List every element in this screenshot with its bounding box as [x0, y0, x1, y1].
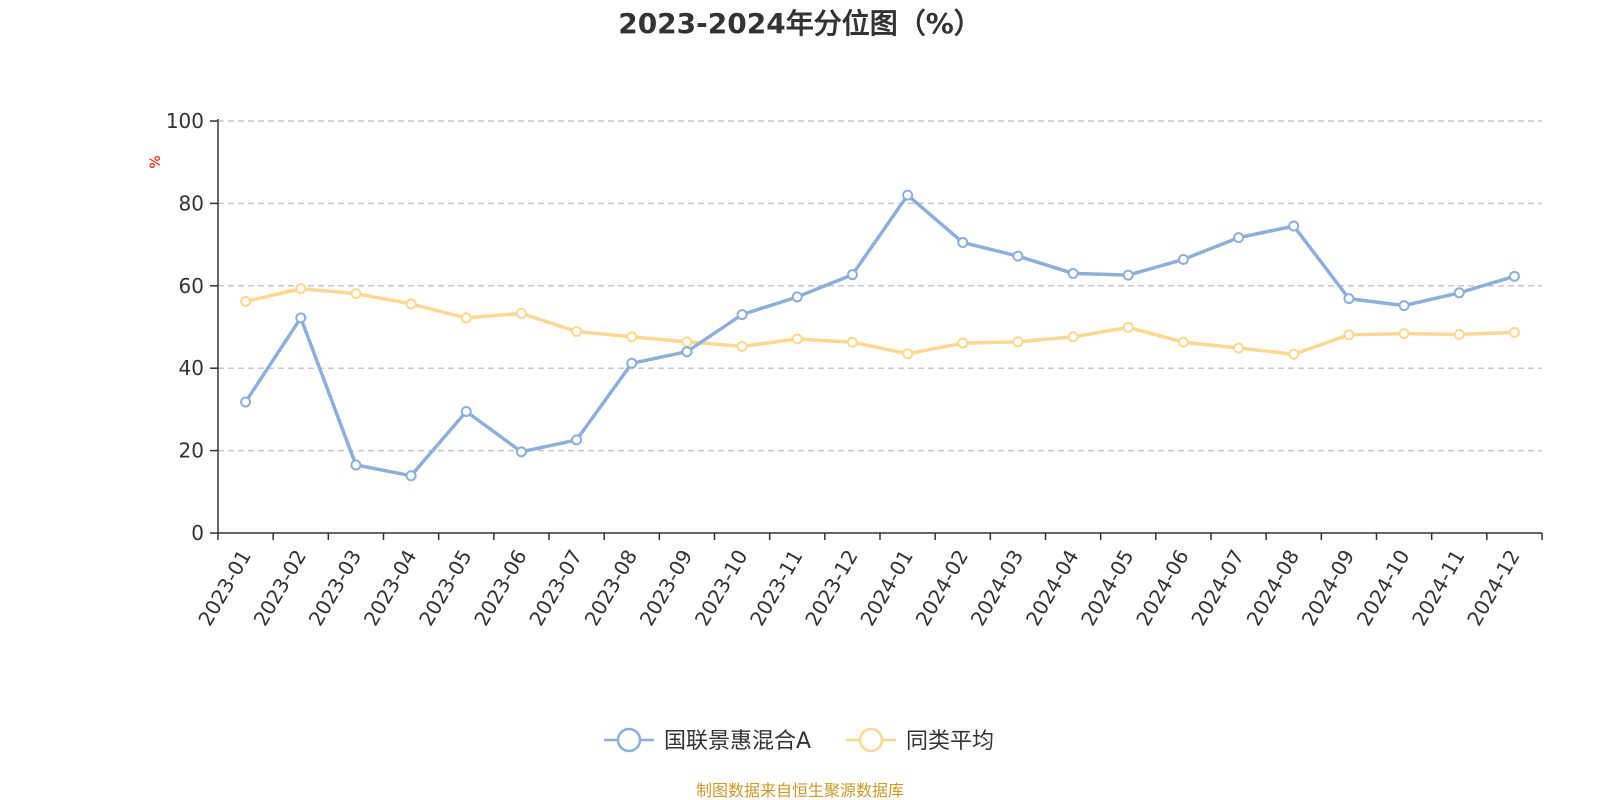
data-point [1122, 321, 1134, 333]
data-point [1177, 336, 1189, 348]
x-tick-label: 2024-12 [1462, 546, 1525, 630]
y-tick-label: 40 [179, 356, 204, 380]
series-line [243, 193, 1517, 478]
data-point [1288, 348, 1300, 360]
x-tick-label: 2024-02 [911, 546, 974, 630]
data-point [240, 295, 252, 307]
data-point [295, 312, 307, 324]
x-tick-label: 2024-07 [1186, 546, 1249, 630]
data-point [791, 291, 803, 303]
data-point [1177, 253, 1189, 265]
data-point [1398, 328, 1410, 340]
x-tick-label: 2023-08 [580, 546, 643, 630]
data-point [1508, 326, 1520, 338]
x-tick-label: 2023-10 [690, 546, 753, 630]
axes: 0 20 40 60 80 100 2023-012023-022023-032023-04… [166, 109, 1543, 630]
x-tick-label: 2024-01 [855, 546, 918, 630]
data-point [1398, 300, 1410, 312]
data-point [350, 288, 362, 300]
x-tick-label: 2023-04 [359, 546, 422, 630]
series-line [243, 286, 1517, 356]
data-point [515, 307, 527, 319]
x-tick-label: 2024-11 [1407, 546, 1470, 630]
data-point [1343, 293, 1355, 305]
data-point [791, 333, 803, 345]
data-point [460, 312, 472, 324]
data-point [681, 346, 693, 358]
x-tick-label: 2023-07 [524, 546, 587, 630]
legend[interactable]: 国联景惠混合A 同类平均 [604, 727, 994, 754]
data-point [1508, 270, 1520, 282]
data-point [736, 309, 748, 321]
x-tick-label: 2023-01 [193, 546, 256, 630]
x-tick-label: 2023-09 [635, 546, 698, 630]
data-point [902, 189, 914, 201]
legend-item-1[interactable]: 国联景惠混合A [604, 727, 811, 754]
x-tick-label: 2023-12 [800, 546, 863, 630]
x-tick-label: 2024-04 [1021, 546, 1084, 630]
data-point [515, 446, 527, 458]
x-tick-label: 2023-06 [469, 546, 532, 630]
x-tick-label: 2023-02 [249, 546, 312, 630]
x-tick-label: 2024-09 [1297, 546, 1360, 630]
data-point [295, 283, 307, 295]
y-tick-label: 60 [179, 274, 204, 298]
data-point [1067, 331, 1079, 343]
legend-label: 国联景惠混合A [664, 729, 811, 754]
x-tick-label: 2024-10 [1352, 546, 1415, 630]
series-lines [240, 189, 1520, 482]
y-tick-label: 0 [191, 521, 204, 545]
data-point [460, 405, 472, 417]
legend-marker [858, 727, 884, 753]
data-point [240, 396, 252, 408]
y-tick-label: 20 [179, 439, 204, 463]
data-point [571, 434, 583, 446]
data-point [681, 336, 693, 348]
x-tick-label: 2023-11 [745, 546, 808, 630]
data-point [957, 337, 969, 349]
legend-marker [616, 727, 642, 753]
x-tick-label: 2024-06 [1131, 546, 1194, 630]
data-point [1122, 269, 1134, 281]
data-point [736, 340, 748, 352]
y-axis-unit-label: % [148, 155, 164, 168]
data-point [1012, 250, 1024, 262]
y-tick-label: 80 [179, 191, 204, 215]
series-1 [240, 189, 1520, 482]
y-tick-label: 100 [166, 109, 204, 133]
grid-lines [218, 120, 1542, 452]
data-point [350, 459, 362, 471]
x-tick-label: 2024-05 [1076, 546, 1139, 630]
data-point [405, 298, 417, 310]
data-point [957, 237, 969, 249]
data-point [1012, 336, 1024, 348]
data-point [1233, 342, 1245, 354]
x-tick-label: 2024-08 [1242, 546, 1305, 630]
data-point [1067, 267, 1079, 279]
series-2 [240, 283, 1520, 360]
data-point [626, 357, 638, 369]
data-point [405, 470, 417, 482]
data-point [1343, 329, 1355, 341]
data-point [1288, 220, 1300, 232]
data-point [1453, 328, 1465, 340]
data-point [1453, 287, 1465, 299]
data-point [1233, 232, 1245, 244]
legend-label: 同类平均 [906, 729, 994, 754]
x-tick-label: 2024-03 [966, 546, 1029, 630]
x-tick-label: 2023-05 [414, 546, 477, 630]
data-point [571, 326, 583, 338]
data-point [846, 269, 858, 281]
data-point [902, 348, 914, 360]
legend-item-2[interactable]: 同类平均 [846, 727, 994, 754]
data-point [626, 331, 638, 343]
chart-title: 2023-2024年分位图（%） [618, 7, 982, 40]
data-source-note: 制图数据来自恒生聚源数据库 [696, 781, 904, 800]
data-point [846, 336, 858, 348]
x-tick-label: 2023-03 [304, 546, 367, 630]
